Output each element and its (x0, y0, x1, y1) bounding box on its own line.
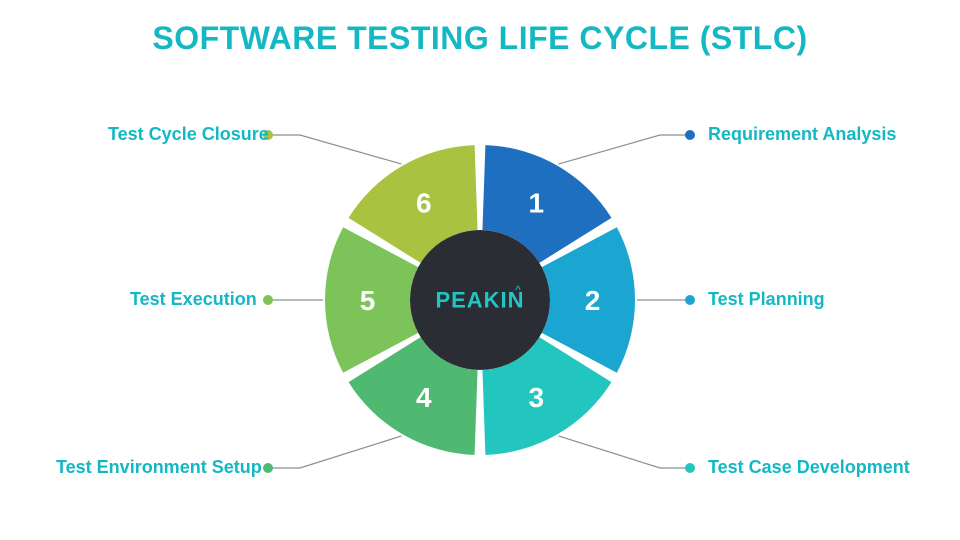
label-bullet-2 (685, 295, 695, 305)
segment-number-6: 6 (416, 187, 432, 218)
label-bullet-4 (263, 463, 273, 473)
segment-number-3: 3 (528, 382, 544, 413)
segment-number-4: 4 (416, 382, 432, 413)
label-bullet-3 (685, 463, 695, 473)
center-logo-accent: ^ (515, 283, 521, 297)
page-title: SOFTWARE TESTING LIFE CYCLE (STLC) (0, 20, 960, 57)
segment-label-5: Test Execution (130, 289, 257, 310)
segment-label-4: Test Environment Setup (56, 457, 262, 478)
leader-line-6 (268, 135, 402, 164)
center-logo: PEAKIN (435, 288, 524, 313)
segment-label-1: Requirement Analysis (708, 124, 896, 145)
segment-number-5: 5 (360, 285, 376, 316)
label-bullet-1 (685, 130, 695, 140)
label-bullet-5 (263, 295, 273, 305)
segment-label-6: Test Cycle Closure (108, 124, 269, 145)
segment-number-1: 1 (528, 187, 544, 218)
segment-number-2: 2 (585, 285, 601, 316)
segment-label-3: Test Case Development (708, 457, 910, 478)
leader-line-4 (268, 436, 402, 468)
segment-label-2: Test Planning (708, 289, 825, 310)
leader-line-3 (559, 436, 691, 468)
leader-line-1 (559, 135, 691, 164)
